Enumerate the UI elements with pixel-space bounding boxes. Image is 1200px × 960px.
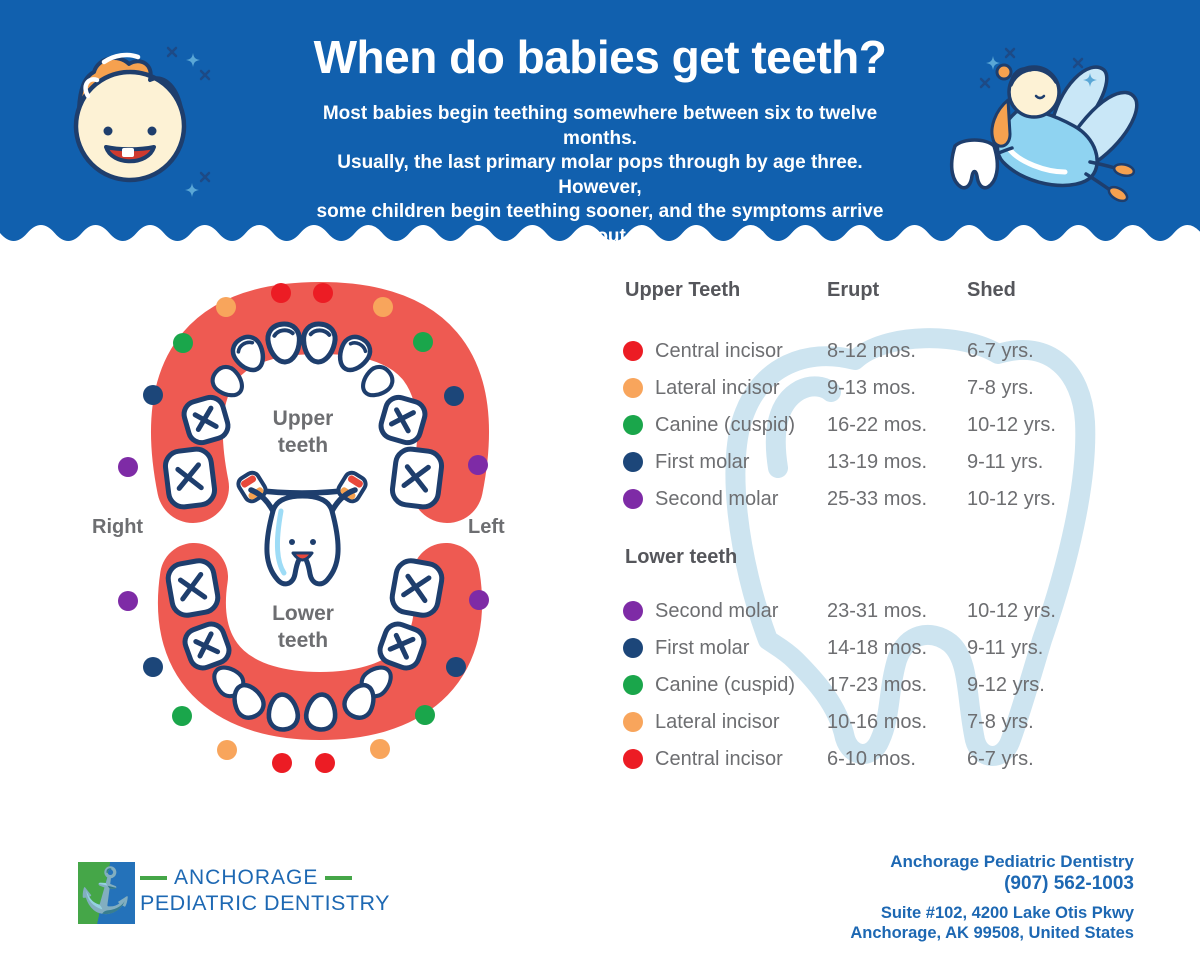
tooth-dot-second-molar (118, 457, 138, 477)
shed-value: 6-7 yrs. (967, 340, 1034, 362)
phone-number: (907) 562-1003 (1004, 873, 1134, 894)
table-row-upper-3: First molar 13-19 mos. 9-11 yrs. (623, 451, 1103, 473)
lower-teeth-label: Lower teeth (272, 602, 334, 652)
legend-dot (623, 452, 643, 472)
tooth-dot-first-molar (143, 385, 163, 405)
logo-dash-right (325, 876, 353, 880)
tooth-name: Lateral incisor (655, 711, 780, 733)
tooth-dot-lateral-incisor (370, 739, 390, 759)
table-row-lower-4: Central incisor 6-10 mos. 6-7 yrs. (623, 748, 1103, 770)
tooth-name: Central incisor (655, 340, 783, 362)
column-header-upper-teeth: Upper Teeth (625, 279, 741, 301)
legend-dot (623, 341, 643, 361)
tooth-dot-canine (413, 332, 433, 352)
erupt-value: 14-18 mos. (827, 637, 928, 659)
erupt-value: 16-22 mos. (827, 414, 928, 436)
right-side-label: Right (92, 516, 144, 538)
tooth-dot-central-incisor (272, 753, 292, 773)
tooth-name: Canine (cuspid) (655, 674, 796, 696)
shed-value: 6-7 yrs. (967, 748, 1034, 770)
tooth-weightlifter-icon (236, 470, 368, 587)
table-row-lower-3: Lateral incisor 10-16 mos. 7-8 yrs. (623, 711, 1103, 733)
tooth-name: Canine (cuspid) (655, 414, 796, 436)
intro-line: Usually, the last primary molar pops thr… (337, 152, 863, 198)
table-row-lower-1: First molar 14-18 mos. 9-11 yrs. (623, 637, 1103, 659)
legend-dot (623, 638, 643, 658)
intro-paragraph: Most babies begin teething somewhere bet… (300, 102, 900, 274)
practice-logo: ⚓ (75, 861, 138, 924)
address-line2: Anchorage, AK 99508, United States (850, 924, 1134, 942)
legend-dot (623, 601, 643, 621)
shed-value: 9-12 yrs. (967, 674, 1045, 696)
anchor-icon: ⚓ (74, 860, 139, 921)
table-row-lower-0: Second molar 23-31 mos. 10-12 yrs. (623, 600, 1103, 622)
logo-dash-left (140, 876, 167, 880)
column-header-erupt: Erupt (827, 279, 880, 301)
tooth-dot-second-molar (118, 591, 138, 611)
tooth-dot-central-incisor (313, 283, 333, 303)
table-row-upper-4: Second molar 25-33 mos. 10-12 yrs. (623, 488, 1103, 510)
tooth-dot-second-molar (469, 590, 489, 610)
tooth-dot-canine (173, 333, 193, 353)
erupt-value: 8-12 mos. (827, 340, 916, 362)
header-wave-edge (0, 225, 1200, 241)
contact-block: Anchorage Pediatric Dentistry (907) 562-… (850, 851, 1134, 943)
erupt-value: 13-19 mos. (827, 451, 928, 473)
table-row-upper-0: Central incisor 8-12 mos. 6-7 yrs. (623, 340, 1103, 362)
tooth-dot-canine (172, 706, 192, 726)
logo-word-anchorage: ANCHORAGE (174, 866, 319, 889)
column-header-shed: Shed (967, 279, 1016, 301)
tooth-dot-canine (415, 705, 435, 725)
left-side-label: Left (468, 516, 505, 538)
practice-name: Anchorage Pediatric Dentistry (890, 852, 1134, 871)
legend-dot (623, 712, 643, 732)
logo-wordmark-line2: PEDIATRIC DENTISTRY (140, 891, 391, 915)
shed-value: 9-11 yrs. (967, 451, 1044, 473)
tooth-dot-lateral-incisor (217, 740, 237, 760)
tooth-name: Lateral incisor (655, 377, 780, 399)
legend-dot (623, 415, 643, 435)
tooth-name: Second molar (655, 600, 779, 622)
shed-value: 7-8 yrs. (967, 711, 1034, 733)
erupt-value: 10-16 mos. (827, 711, 928, 733)
tooth-dot-first-molar (444, 386, 464, 406)
erupt-value: 9-13 mos. (827, 377, 916, 399)
legend-dot (623, 489, 643, 509)
shed-value: 9-11 yrs. (967, 637, 1044, 659)
erupt-value: 23-31 mos. (827, 600, 928, 622)
table-row-upper-1: Lateral incisor 9-13 mos. 7-8 yrs. (623, 377, 1103, 399)
tooth-dot-first-molar (143, 657, 163, 677)
shed-value: 7-8 yrs. (967, 377, 1034, 399)
legend-dot (623, 378, 643, 398)
shed-value: 10-12 yrs. (967, 414, 1056, 436)
tooth-dot-central-incisor (315, 753, 335, 773)
logo-wordmark-line1: ANCHORAGE (140, 866, 353, 890)
shed-value: 10-12 yrs. (967, 600, 1056, 622)
erupt-value: 25-33 mos. (827, 488, 928, 510)
intro-line: two to three months before the tooth act… (368, 250, 832, 271)
tooth-name: First molar (655, 451, 750, 473)
table-row-upper-2: Canine (cuspid) 16-22 mos. 10-12 yrs. (623, 414, 1103, 436)
address-line1: Suite #102, 4200 Lake Otis Pkwy (880, 904, 1134, 922)
section-header-lower-teeth: Lower teeth (625, 546, 738, 568)
erupt-value: 6-10 mos. (827, 748, 916, 770)
tooth-name: Second molar (655, 488, 779, 510)
shed-value: 10-12 yrs. (967, 488, 1056, 510)
tooth-dot-lateral-incisor (373, 297, 393, 317)
tooth-dot-first-molar (446, 657, 466, 677)
page-title: When do babies get teeth? (313, 31, 887, 83)
tooth-name: Central incisor (655, 748, 783, 770)
tooth-name: First molar (655, 637, 750, 659)
tooth-dot-lateral-incisor (216, 297, 236, 317)
intro-line: Most babies begin teething somewhere bet… (322, 103, 878, 149)
tooth-dot-central-incisor (271, 283, 291, 303)
tooth-dot-second-molar (468, 455, 488, 475)
legend-dot (623, 749, 643, 769)
erupt-value: 17-23 mos. (827, 674, 928, 696)
table-row-lower-2: Canine (cuspid) 17-23 mos. 9-12 yrs. (623, 674, 1103, 696)
legend-dot (623, 675, 643, 695)
upper-teeth-label: Upper teeth (272, 407, 334, 457)
intro-line: some children begin teething sooner, and… (316, 201, 884, 247)
